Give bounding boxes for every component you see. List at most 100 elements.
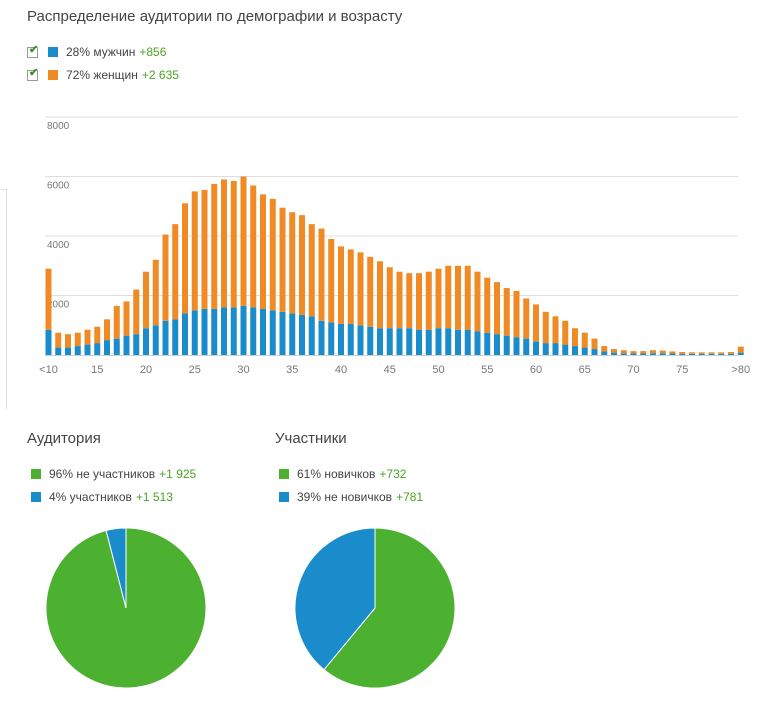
bar-segment[interactable] <box>425 329 432 355</box>
bar-segment[interactable] <box>172 224 179 320</box>
bar-segment[interactable] <box>503 288 510 336</box>
bar-segment[interactable] <box>591 338 598 350</box>
bar-segment[interactable] <box>162 320 169 355</box>
bar-segment[interactable] <box>191 191 198 311</box>
bar-segment[interactable] <box>659 350 666 354</box>
bar-segment[interactable] <box>104 340 110 356</box>
bar-segment[interactable] <box>211 308 218 355</box>
bar-segment[interactable] <box>299 314 305 355</box>
bar-segment[interactable] <box>143 271 149 329</box>
bar-segment[interactable] <box>601 351 608 355</box>
bar-segment[interactable] <box>240 176 247 306</box>
bar-segment[interactable] <box>260 308 266 355</box>
bar-segment[interactable] <box>650 353 656 355</box>
bar-segment[interactable] <box>396 328 403 355</box>
bar-segment[interactable] <box>406 273 413 329</box>
bar-segment[interactable] <box>386 267 393 329</box>
bar-segment[interactable] <box>669 353 676 355</box>
bar-segment[interactable] <box>133 334 140 355</box>
bar-segment[interactable] <box>494 334 500 355</box>
bar-segment[interactable] <box>191 310 198 356</box>
bar-segment[interactable] <box>74 346 81 355</box>
bar-segment[interactable] <box>718 353 725 355</box>
bar-segment[interactable] <box>523 338 530 355</box>
bar-segment[interactable] <box>211 183 218 309</box>
bar-segment[interactable] <box>591 349 598 355</box>
bar-segment[interactable] <box>221 179 227 308</box>
bar-segment[interactable] <box>104 319 110 341</box>
bar-segment[interactable] <box>74 332 81 347</box>
bar-segment[interactable] <box>250 185 257 308</box>
bar-segment[interactable] <box>230 307 237 355</box>
bar-segment[interactable] <box>435 268 442 329</box>
bar-segment[interactable] <box>152 259 159 326</box>
bar-segment[interactable] <box>84 344 91 355</box>
bar-segment[interactable] <box>679 352 686 354</box>
bar-segment[interactable] <box>113 305 120 339</box>
bar-segment[interactable] <box>250 307 257 355</box>
bar-segment[interactable] <box>123 335 130 355</box>
bar-segment[interactable] <box>269 310 276 356</box>
bar-segment[interactable] <box>484 277 491 333</box>
bar-segment[interactable] <box>455 265 461 330</box>
bar-segment[interactable] <box>542 343 549 355</box>
bar-segment[interactable] <box>611 349 617 353</box>
bar-segment[interactable] <box>659 353 666 355</box>
bar-segment[interactable] <box>552 316 559 344</box>
bar-segment[interactable] <box>698 353 705 355</box>
bar-segment[interactable] <box>45 268 52 330</box>
bar-segment[interactable] <box>581 332 588 348</box>
bar-segment[interactable] <box>396 271 403 329</box>
bar-segment[interactable] <box>513 337 520 355</box>
bar-segment[interactable] <box>299 215 305 315</box>
bar-segment[interactable] <box>133 289 140 335</box>
bar-segment[interactable] <box>338 323 344 355</box>
bar-segment[interactable] <box>416 273 422 330</box>
bar-segment[interactable] <box>708 353 715 355</box>
bar-segment[interactable] <box>328 238 335 323</box>
bar-segment[interactable] <box>620 353 627 355</box>
bar-segment[interactable] <box>640 353 647 355</box>
bar-segment[interactable] <box>308 224 315 317</box>
bar-segment[interactable] <box>328 322 335 356</box>
bar-segment[interactable] <box>435 328 442 355</box>
bar-segment[interactable] <box>455 329 461 355</box>
bar-segment[interactable] <box>669 351 676 354</box>
bar-segment[interactable] <box>162 234 169 321</box>
bar-segment[interactable] <box>708 352 715 354</box>
bar-segment[interactable] <box>289 313 296 355</box>
bar-segment[interactable] <box>338 246 344 324</box>
bar-segment[interactable] <box>474 271 481 332</box>
bar-segment[interactable] <box>347 249 354 324</box>
female-checkbox[interactable]: ✔ <box>27 67 38 81</box>
bar-segment[interactable] <box>640 351 647 354</box>
bar-segment[interactable] <box>94 343 101 355</box>
bar-segment[interactable] <box>113 338 120 355</box>
bar-segment[interactable] <box>367 256 374 327</box>
male-checkbox[interactable]: ✔ <box>27 44 38 58</box>
bar-segment[interactable] <box>630 351 637 354</box>
bar-segment[interactable] <box>689 353 695 355</box>
bar-segment[interactable] <box>416 329 422 355</box>
bar-segment[interactable] <box>123 301 130 336</box>
bar-segment[interactable] <box>221 307 227 355</box>
bar-segment[interactable] <box>728 353 734 355</box>
bar-segment[interactable] <box>718 352 725 354</box>
bar-segment[interactable] <box>689 352 695 354</box>
bar-segment[interactable] <box>494 282 500 335</box>
bar-segment[interactable] <box>182 203 188 314</box>
bar-segment[interactable] <box>611 352 617 355</box>
bar-segment[interactable] <box>503 335 510 355</box>
bar-segment[interactable] <box>65 334 71 348</box>
bar-segment[interactable] <box>308 316 315 355</box>
bar-segment[interactable] <box>347 323 354 355</box>
bar-segment[interactable] <box>737 346 744 353</box>
bar-segment[interactable] <box>240 305 247 355</box>
bar-segment[interactable] <box>533 341 539 355</box>
legend-item-male[interactable]: ✔ 28% мужчин +856 <box>27 43 166 61</box>
bar-segment[interactable] <box>269 198 276 311</box>
bar-segment[interactable] <box>445 328 452 355</box>
pie-slice[interactable] <box>323 527 456 689</box>
bar-segment[interactable] <box>406 328 413 355</box>
bar-segment[interactable] <box>620 350 627 354</box>
